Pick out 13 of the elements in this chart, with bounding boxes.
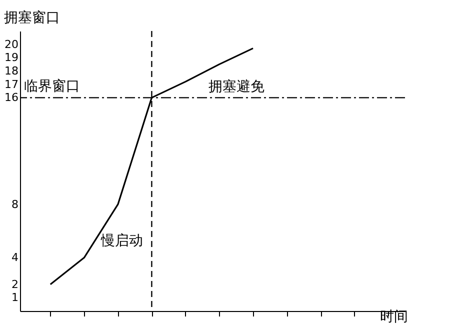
y-tick-label: 8: [12, 198, 18, 211]
y-tick-label: 18: [4, 64, 18, 78]
annotation: 拥塞避免: [208, 79, 264, 95]
y-axis-title: 拥塞窗口: [4, 10, 60, 26]
y-tick-label: 2: [12, 278, 18, 291]
annotation: 慢启动: [100, 233, 144, 249]
y-tick-label: 20: [4, 38, 18, 51]
ref-line-label: 临界窗口: [24, 78, 80, 95]
y-tick-label: 1: [12, 291, 18, 304]
y-tick-label: 17: [4, 78, 18, 91]
y-tick-label: 16: [4, 91, 18, 104]
y-tick-label: 19: [4, 51, 18, 64]
y-tick-label: 4: [12, 251, 18, 264]
